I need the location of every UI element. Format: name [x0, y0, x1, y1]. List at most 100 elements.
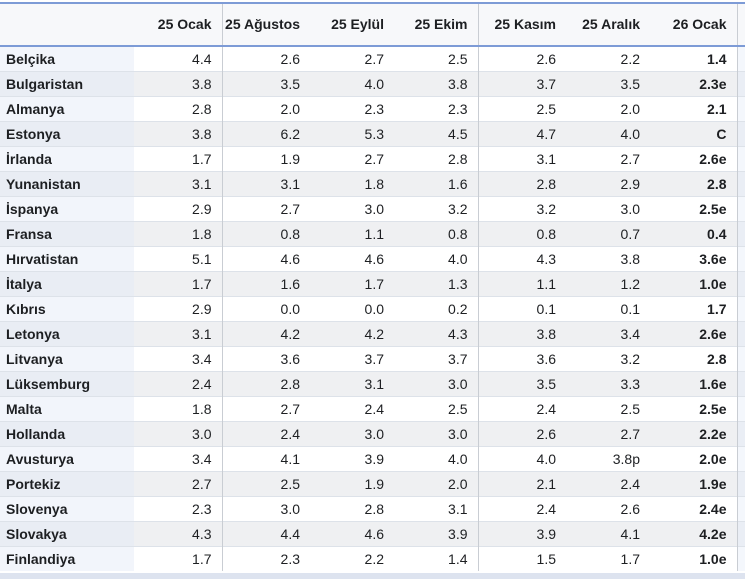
table-body: Belçika 4.4 2.6 2.7 2.5 2.6 2.2 1.4 Bulgaristan 3… — [0, 45, 745, 571]
value-cell: 2.0 — [566, 95, 650, 121]
right-partial-cell — [736, 495, 745, 521]
value-cell: 1.1 — [310, 220, 394, 246]
value-cell: 2.4 — [134, 370, 222, 396]
value-cell: 0.2 — [394, 295, 478, 321]
value-cell: 4.2 — [310, 320, 394, 346]
country-cell: Estonya — [0, 120, 134, 146]
value-cell: 2.5 — [394, 45, 478, 71]
value-cell: 3.5 — [566, 70, 650, 96]
value-cell: 3.6 — [221, 345, 310, 371]
value-cell: 2.4 — [566, 470, 650, 496]
value-cell: 4.3 — [477, 245, 566, 271]
column-header: 26 Ocak — [650, 3, 737, 47]
table-row: Lüksemburg 2.4 2.8 3.1 3.0 3.5 3.3 1.6e — [0, 370, 745, 396]
right-partial-cell — [736, 395, 745, 421]
right-partial-cell — [736, 195, 745, 221]
value-cell: 2.7 — [134, 470, 222, 496]
right-partial-cell — [736, 470, 745, 496]
value-cell: 2.3 — [221, 545, 310, 571]
value-cell: 1.7 — [134, 270, 222, 296]
column-header: 25 Aralık — [566, 3, 650, 47]
value-cell: 1.8 — [310, 170, 394, 196]
column-header: 25 Ocak — [134, 3, 222, 47]
country-cell: Slovenya — [0, 495, 134, 521]
country-cell: Lüksemburg — [0, 370, 134, 396]
right-partial-cell — [736, 545, 745, 571]
value-cell: 2.8 — [477, 170, 566, 196]
value-cell: 3.2 — [477, 195, 566, 221]
table-row: Kıbrıs 2.9 0.0 0.0 0.2 0.1 0.1 1.7 — [0, 295, 745, 321]
value-cell: 0.0 — [310, 295, 394, 321]
value-cell: 3.0 — [310, 195, 394, 221]
value-cell: 3.8 — [566, 245, 650, 271]
value-cell: 3.8 — [477, 320, 566, 346]
value-cell: 2.3 — [134, 495, 222, 521]
column-header: 25 Ekim — [394, 3, 478, 47]
corner-cell — [0, 3, 134, 47]
country-cell: Avusturya — [0, 445, 134, 471]
value-cell: 2.4 — [310, 395, 394, 421]
value-cell: 3.6 — [477, 345, 566, 371]
value-cell: 2.8 — [650, 170, 737, 196]
value-cell: 4.3 — [134, 520, 222, 546]
table-row: Hırvatistan 5.1 4.6 4.6 4.0 4.3 3.8 3.6e — [0, 245, 745, 271]
country-cell: İrlanda — [0, 145, 134, 171]
value-cell: 4.2e — [650, 520, 737, 546]
value-cell: 2.8 — [221, 370, 310, 396]
value-cell: 3.8 — [134, 120, 222, 146]
value-cell: 1.0e — [650, 545, 737, 571]
table-row: İrlanda 1.7 1.9 2.7 2.8 3.1 2.7 2.6e — [0, 145, 745, 171]
value-cell: 4.2 — [221, 320, 310, 346]
value-cell: 3.0 — [566, 195, 650, 221]
value-cell: 4.0 — [310, 70, 394, 96]
value-cell: 2.6 — [477, 420, 566, 446]
value-cell: 4.5 — [394, 120, 478, 146]
value-cell: 2.4e — [650, 495, 737, 521]
table-row: Bulgaristan 3.8 3.5 4.0 3.8 3.7 3.5 2.3e — [0, 70, 745, 96]
right-partial-cell — [736, 295, 745, 321]
value-cell: 2.2 — [566, 45, 650, 71]
right-partial-cell — [736, 45, 745, 71]
country-cell: Fransa — [0, 220, 134, 246]
value-cell: 4.1 — [566, 520, 650, 546]
table-row: Belçika 4.4 2.6 2.7 2.5 2.6 2.2 1.4 — [0, 45, 745, 71]
country-cell: Finlandiya — [0, 545, 134, 571]
country-cell: Bulgaristan — [0, 70, 134, 96]
value-cell: 2.8 — [394, 145, 478, 171]
header-row: 25 Ocak 25 Ağustos 25 Eylül 25 Ekim 25 Kasım… — [0, 3, 745, 47]
value-cell: 2.9 — [134, 295, 222, 321]
value-cell: 1.7 — [310, 270, 394, 296]
value-cell: 3.0 — [310, 420, 394, 446]
country-cell: Hırvatistan — [0, 245, 134, 271]
right-partial-cell — [736, 445, 745, 471]
value-cell: 3.0 — [394, 370, 478, 396]
country-cell: Slovakya — [0, 520, 134, 546]
value-cell: 3.1 — [310, 370, 394, 396]
table-row: İspanya 2.9 2.7 3.0 3.2 3.2 3.0 2.5e — [0, 195, 745, 221]
country-cell: Almanya — [0, 95, 134, 121]
country-cell: Hollanda — [0, 420, 134, 446]
country-cell: İtalya — [0, 270, 134, 296]
right-partial-cell — [736, 420, 745, 446]
value-cell: 2.8 — [310, 495, 394, 521]
table-row: Letonya 3.1 4.2 4.2 4.3 3.8 3.4 2.6e — [0, 320, 745, 346]
value-cell: 4.6 — [221, 245, 310, 271]
value-cell: 0.0 — [221, 295, 310, 321]
right-partial-cell — [736, 120, 745, 146]
table-row: İtalya 1.7 1.6 1.7 1.3 1.1 1.2 1.0e — [0, 270, 745, 296]
value-cell: 3.1 — [134, 170, 222, 196]
value-cell: C — [650, 120, 737, 146]
value-cell: 0.8 — [394, 220, 478, 246]
table-row: Slovakya 4.3 4.4 4.6 3.9 3.9 4.1 4.2e — [0, 520, 745, 546]
value-cell: 0.7 — [566, 220, 650, 246]
value-cell: 4.7 — [477, 120, 566, 146]
table-row: Litvanya 3.4 3.6 3.7 3.7 3.6 3.2 2.8 — [0, 345, 745, 371]
value-cell: 1.8 — [134, 395, 222, 421]
value-cell: 2.2 — [310, 545, 394, 571]
value-cell: 4.6 — [310, 520, 394, 546]
value-cell: 2.5 — [477, 95, 566, 121]
right-partial-cell — [736, 320, 745, 346]
value-cell: 0.4 — [650, 220, 737, 246]
value-cell: 1.6 — [394, 170, 478, 196]
right-partial-cell — [736, 145, 745, 171]
